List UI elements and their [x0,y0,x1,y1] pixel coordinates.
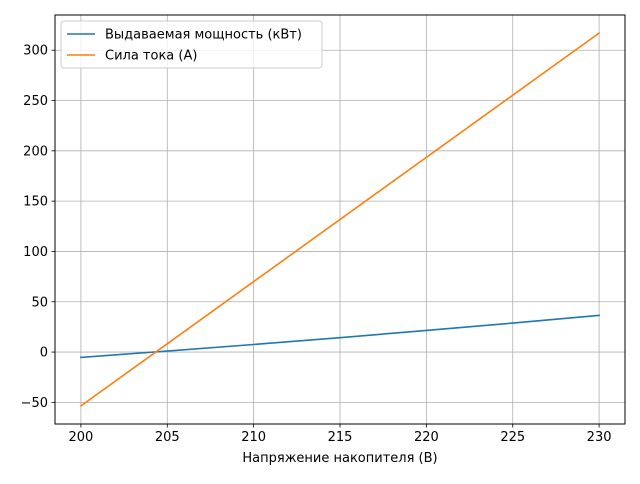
x-tick-label: 215 [328,430,353,445]
series-line-1 [79,31,601,408]
x-axis-label: Напряжение накопителя (В) [242,451,437,466]
x-tick-label: 205 [155,430,180,445]
y-tick-label: 0 [40,346,48,361]
x-tick-label: 210 [241,430,266,445]
y-tick-label: 100 [23,245,48,260]
legend-box [60,20,323,69]
x-tick-label: 225 [500,430,525,445]
y-tick-label: 50 [31,295,48,310]
y-tick-label: 250 [23,94,48,109]
x-tick-label: 200 [68,430,93,445]
legend: Выдаваемая мощность (кВт) Сила тока (А) [60,20,323,69]
y-tick-label: 150 [23,195,48,210]
legend-label-0: Выдаваемая мощность (кВт) [105,28,302,43]
y-tick-label: 200 [23,144,48,159]
y-tick-label: 300 [23,44,48,59]
x-tick-label: 230 [587,430,612,445]
grid [55,15,625,424]
series-line-0 [80,314,600,359]
y-tick-label: −50 [21,396,48,411]
x-tick-label: 220 [414,430,439,445]
series-lines [79,31,601,408]
legend-label-1: Сила тока (А) [105,49,197,64]
axis-ticks: 200 205 210 215 220 225 230 −50 0 50 100 150 200 250 3… [21,44,612,445]
